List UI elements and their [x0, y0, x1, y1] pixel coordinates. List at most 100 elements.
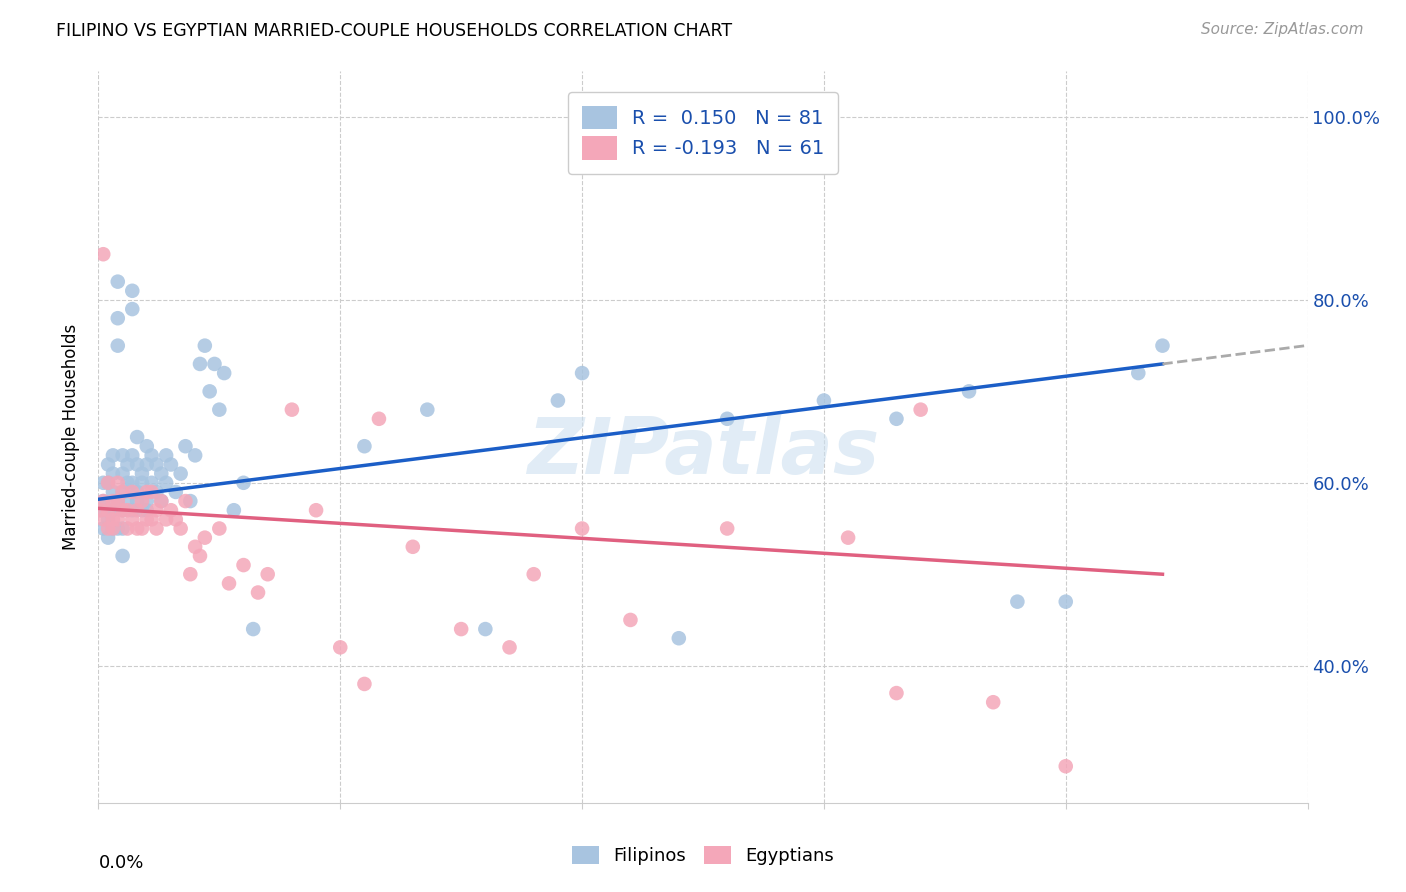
Point	[131, 467, 153, 481]
Point	[127, 485, 149, 500]
Point	[101, 503, 124, 517]
Point	[837, 531, 859, 545]
Point	[165, 512, 187, 526]
Point	[121, 503, 143, 517]
Point	[1054, 759, 1077, 773]
Point	[131, 475, 153, 490]
Point	[121, 475, 143, 490]
Point	[179, 494, 201, 508]
Point	[179, 567, 201, 582]
Point	[169, 521, 191, 535]
Point	[716, 411, 738, 425]
Point	[107, 339, 129, 353]
Point	[111, 521, 134, 535]
Point	[571, 521, 593, 535]
Point	[165, 485, 187, 500]
Point	[121, 485, 143, 500]
Point	[416, 402, 439, 417]
Point	[218, 576, 240, 591]
Point	[247, 585, 270, 599]
Point	[813, 393, 835, 408]
Point	[117, 475, 139, 490]
Point	[90, 503, 112, 517]
Point	[232, 475, 254, 490]
Point	[127, 430, 149, 444]
Point	[107, 311, 129, 326]
Text: 0.0%: 0.0%	[98, 854, 143, 872]
Legend: R =  0.150   N = 81, R = -0.193   N = 61: R = 0.150 N = 81, R = -0.193 N = 61	[568, 92, 838, 174]
Point	[90, 503, 112, 517]
Point	[121, 284, 143, 298]
Point	[131, 521, 153, 535]
Point	[97, 521, 120, 535]
Point	[242, 622, 264, 636]
Point	[1128, 366, 1150, 380]
Point	[135, 485, 157, 500]
Y-axis label: Married-couple Households: Married-couple Households	[62, 324, 80, 550]
Point	[107, 275, 129, 289]
Point	[101, 467, 124, 481]
Point	[1007, 595, 1029, 609]
Point	[184, 449, 207, 463]
Point	[101, 521, 124, 535]
Point	[111, 485, 134, 500]
Point	[957, 384, 980, 399]
Point	[145, 485, 167, 500]
Text: Source: ZipAtlas.com: Source: ZipAtlas.com	[1201, 22, 1364, 37]
Point	[111, 503, 134, 517]
Point	[188, 357, 211, 371]
Point	[91, 494, 114, 508]
Point	[141, 475, 163, 490]
Point	[97, 475, 120, 490]
Point	[281, 402, 304, 417]
Point	[91, 521, 114, 535]
Point	[135, 458, 157, 472]
Point	[886, 686, 908, 700]
Point	[131, 503, 153, 517]
Point	[145, 521, 167, 535]
Point	[97, 512, 120, 526]
Point	[208, 521, 231, 535]
Point	[547, 393, 569, 408]
Point	[97, 531, 120, 545]
Point	[91, 512, 114, 526]
Text: FILIPINO VS EGYPTIAN MARRIED-COUPLE HOUSEHOLDS CORRELATION CHART: FILIPINO VS EGYPTIAN MARRIED-COUPLE HOUS…	[56, 22, 733, 40]
Point	[135, 503, 157, 517]
Point	[1152, 339, 1174, 353]
Point	[107, 512, 129, 526]
Point	[141, 449, 163, 463]
Point	[111, 449, 134, 463]
Point	[1054, 595, 1077, 609]
Point	[160, 503, 183, 517]
Point	[135, 494, 157, 508]
Point	[150, 494, 173, 508]
Point	[141, 512, 163, 526]
Point	[353, 677, 375, 691]
Point	[353, 439, 375, 453]
Point	[910, 402, 932, 417]
Point	[886, 411, 908, 425]
Point	[523, 567, 546, 582]
Point	[155, 512, 177, 526]
Point	[716, 521, 738, 535]
Point	[107, 494, 129, 508]
Point	[402, 540, 425, 554]
Point	[97, 458, 120, 472]
Point	[107, 475, 129, 490]
Point	[160, 458, 183, 472]
Point	[169, 467, 191, 481]
Point	[305, 503, 328, 517]
Point	[97, 475, 120, 490]
Point	[101, 494, 124, 508]
Point	[111, 467, 134, 481]
Point	[97, 503, 120, 517]
Legend: Filipinos, Egyptians: Filipinos, Egyptians	[562, 837, 844, 874]
Point	[212, 366, 235, 380]
Point	[174, 439, 197, 453]
Point	[141, 485, 163, 500]
Point	[121, 301, 143, 317]
Point	[150, 467, 173, 481]
Point	[150, 494, 173, 508]
Point	[155, 475, 177, 490]
Point	[981, 695, 1004, 709]
